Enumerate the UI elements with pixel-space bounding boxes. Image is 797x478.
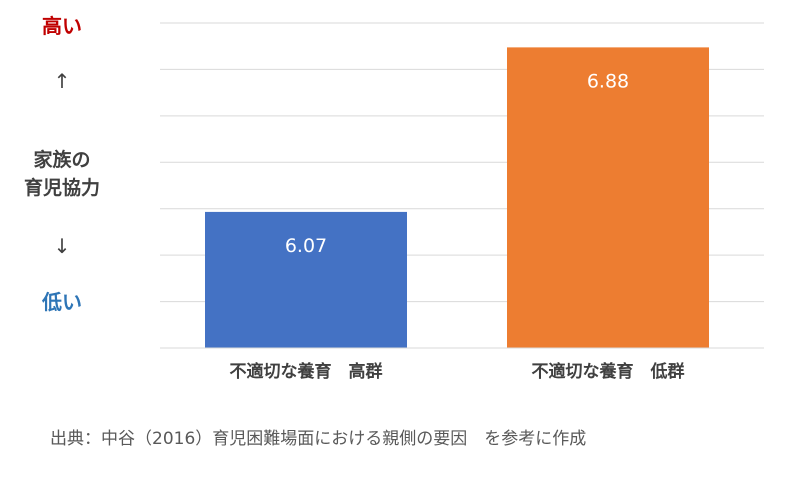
arrow-up-icon: ↑ <box>54 69 71 93</box>
x-tick-labels: 不適切な養育 高群 不適切な養育 低群 <box>230 361 685 382</box>
y-low-label: 低い <box>41 290 82 314</box>
arrow-down-icon: ↓ <box>54 234 71 258</box>
x-tick-label: 不適切な養育 高群 <box>230 361 383 382</box>
bar-chart: 6.07 6.88 不適切な養育 高群 不適切な養育 低群 高い ↑ 家族の 育児協… <box>24 14 764 382</box>
y-axis-label-line-2: 育児協力 <box>24 176 100 199</box>
bar <box>205 211 407 348</box>
y-high-label: 高い <box>42 14 82 38</box>
data-label: 6.88 <box>587 70 629 92</box>
bar <box>507 47 709 348</box>
y-axis-label-line-1: 家族の <box>33 148 90 171</box>
x-tick-label: 不適切な養育 低群 <box>532 361 685 382</box>
bars: 6.07 6.88 <box>205 47 709 348</box>
source-note: 出典：中谷（2016）育児困難場面における親側の要因 を参考に作成 <box>50 429 587 449</box>
data-label: 6.07 <box>285 235 327 257</box>
